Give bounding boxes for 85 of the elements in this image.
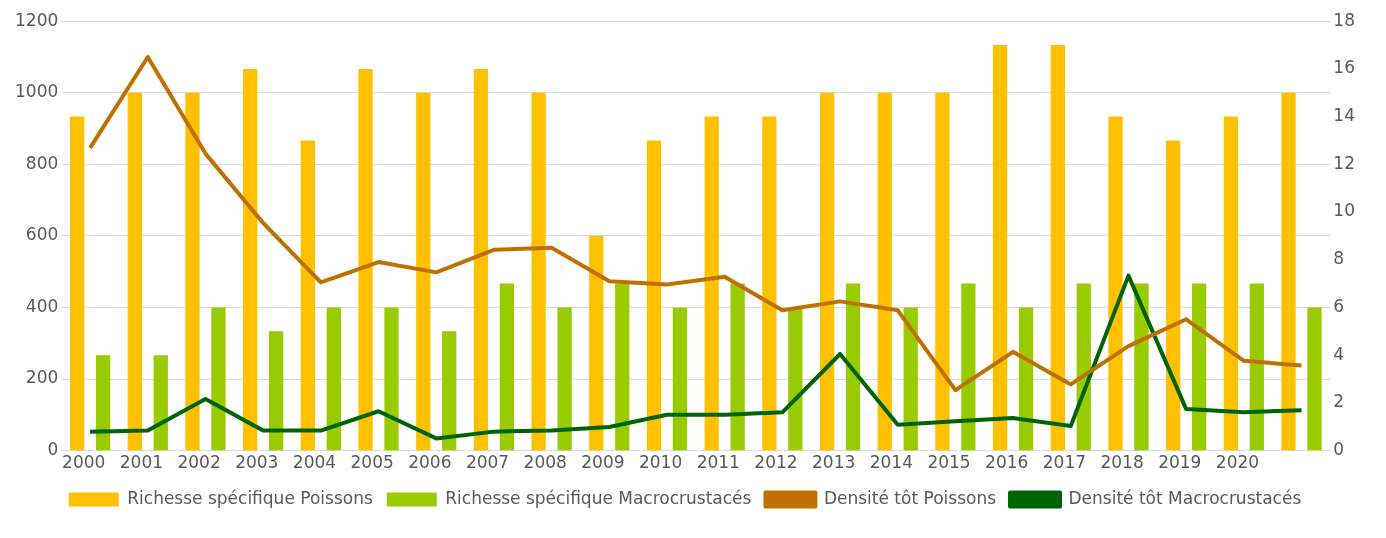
bar xyxy=(326,307,341,451)
x-tick-label: 2011 xyxy=(696,452,740,473)
legend-label: Richesse spécifique Poissons xyxy=(127,487,373,508)
bar xyxy=(877,92,892,451)
bar xyxy=(384,307,399,451)
bar xyxy=(269,331,284,451)
y-tick-label: 1000 xyxy=(15,81,59,102)
x-tick-label: 2019 xyxy=(1158,452,1202,473)
bar xyxy=(992,45,1008,451)
x-tick-label: 2020 xyxy=(1215,452,1260,473)
x-tick-label: 2008 xyxy=(523,452,567,473)
y2-tick-label: 0 xyxy=(1333,439,1345,460)
x-tick-label: 2009 xyxy=(581,452,625,473)
bar xyxy=(95,355,111,451)
y-tick-label: 800 xyxy=(25,152,59,173)
bar xyxy=(1166,140,1181,451)
x-tick-label: 2001 xyxy=(119,452,164,473)
bar xyxy=(845,283,861,451)
bar xyxy=(153,355,168,451)
x-tick-label: 2004 xyxy=(292,452,337,473)
x-tick-label: 2018 xyxy=(1100,452,1144,473)
bar xyxy=(1281,92,1296,451)
bar xyxy=(416,92,431,451)
bar xyxy=(499,283,515,451)
bar xyxy=(127,92,142,451)
y2-tick-label: 2 xyxy=(1333,391,1345,412)
y2-tick-label: 6 xyxy=(1333,295,1345,316)
bar xyxy=(1223,116,1238,451)
bar xyxy=(300,140,316,451)
y2-tick-label: 16 xyxy=(1333,57,1356,78)
x-tick-label: 2012 xyxy=(754,452,798,473)
x-tick-label: 2014 xyxy=(869,452,913,473)
bar xyxy=(788,307,803,451)
y2-tick-label: 8 xyxy=(1333,248,1345,269)
y-tick-label: 400 xyxy=(25,295,59,316)
bar xyxy=(672,307,688,451)
x-tick-label: 2013 xyxy=(812,452,856,473)
y-tick-label: 1200 xyxy=(15,9,59,30)
x-tick-label: 2015 xyxy=(927,452,971,473)
bar xyxy=(69,116,85,451)
bar xyxy=(1108,116,1123,451)
x-tick-label: 2005 xyxy=(350,452,394,473)
y2-tick-label: 10 xyxy=(1333,200,1356,221)
x-tick-label: 2016 xyxy=(985,452,1029,473)
x-tick-label: 2002 xyxy=(177,452,221,473)
x-tick-label: 2000 xyxy=(62,452,106,473)
bar xyxy=(935,92,950,451)
y2-tick-label: 4 xyxy=(1333,343,1345,364)
bar xyxy=(589,235,604,451)
y-tick-label: 200 xyxy=(25,367,59,388)
legend-label: Densité tôt Macrocrustacés xyxy=(1068,487,1302,508)
bar xyxy=(557,307,572,451)
bar xyxy=(185,92,200,451)
legend-label: Richesse spécifique Macrocrustacés xyxy=(445,487,752,508)
bar xyxy=(730,283,745,451)
y-tick-label: 0 xyxy=(47,439,59,460)
bar xyxy=(1191,283,1207,451)
x-tick-label: 2006 xyxy=(408,452,452,473)
bar xyxy=(1134,283,1149,451)
bar xyxy=(615,283,630,451)
x-tick-label: 2017 xyxy=(1042,452,1087,473)
y2-tick-label: 18 xyxy=(1333,9,1356,30)
y2-tick-label: 14 xyxy=(1333,105,1356,126)
bar xyxy=(531,92,546,451)
bar xyxy=(704,116,719,451)
bar xyxy=(473,68,489,451)
x-tick-label: 2003 xyxy=(235,452,279,473)
bar xyxy=(358,68,373,451)
x-tick-label: 2007 xyxy=(465,452,510,473)
bar xyxy=(1249,283,1264,451)
legend-label: Densité tôt Poissons xyxy=(823,487,997,508)
bar xyxy=(819,92,835,451)
bar xyxy=(903,307,918,451)
bar xyxy=(961,283,976,451)
x-tick-label: 2010 xyxy=(638,452,683,473)
bar xyxy=(1307,307,1322,451)
y2-tick-label: 12 xyxy=(1333,152,1356,173)
bar xyxy=(442,331,457,451)
bar xyxy=(646,140,662,451)
y-tick-label: 600 xyxy=(25,224,59,245)
bar xyxy=(1050,45,1065,451)
bar xyxy=(762,116,777,451)
bar xyxy=(211,307,226,451)
bar xyxy=(1018,307,1034,451)
bar xyxy=(243,68,258,451)
